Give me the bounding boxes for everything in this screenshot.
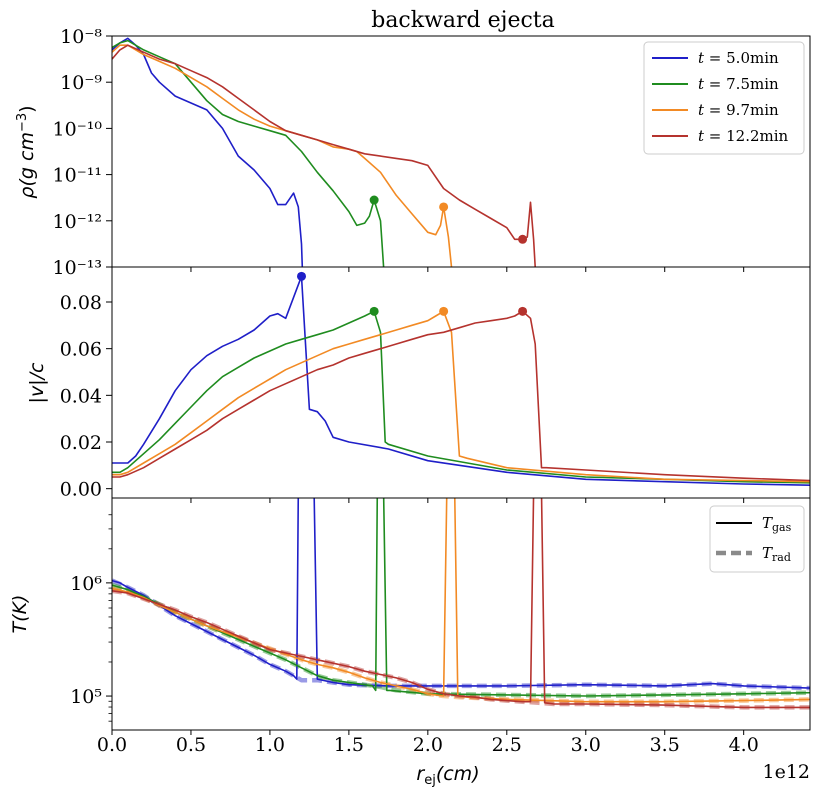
temperature-legend: Tgas Trad [709,505,805,573]
velocity-panel: 0.00 0.02 0.04 0.06 0.08 [60,266,811,503]
density-line-t-12-2min [112,44,537,267]
velocity-marker-t-7-5min [369,306,379,316]
density-line-t-7-5min [112,39,385,267]
x-tick-label: 3.0 [571,734,601,756]
velocity-line-t-5-0min [112,275,810,486]
density-y-tick-label: 10⁻¹¹ [53,165,102,187]
density-y-tick-label: 10⁻⁹ [60,72,102,94]
velocity-axis-label: |v|/c [26,362,48,403]
trad-line-t-7-5min [112,582,810,699]
trad-line-t-5-0min [112,578,810,691]
legend-label-gas: Tgas [762,514,792,534]
x-tick-label: 2.0 [413,734,443,756]
density-y-tick-label: 10⁻¹⁰ [53,118,103,140]
density-y-tick-label: 10⁻⁸ [60,26,102,48]
temperature-y-tick-label: 10⁵ [70,686,102,708]
temperature-axis-label: T(K) [9,595,31,634]
legend-label-t4: t = 12.2min [698,127,789,145]
velocity-marker-t-5-0min [297,271,307,281]
density-legend-box [643,41,805,155]
legend-label-t2: t = 7.5min [698,75,779,93]
velocity-marker-t-9-7min [439,306,449,316]
density-marker-t-7-5min [369,195,379,205]
density-y-tick-label: 10⁻¹² [53,211,102,233]
x-offset-label: 1e12 [762,761,810,783]
legend-label-t1: t = 5.0min [698,49,779,67]
x-tick-label: 4.0 [729,734,759,756]
temperature-panel: 10⁵ 10⁶ [70,497,811,735]
chart-title: backward ejecta [371,8,555,33]
trad-line-t-12-2min [112,588,810,710]
velocity-y-tick-label: 0.04 [60,385,102,407]
legend-label-rad: Trad [762,544,791,564]
x-axis-label: rej(cm) [416,763,479,788]
x-tick-label: 1.0 [255,734,285,756]
tgas-line-t-12-2min [112,498,810,709]
velocity-marker-t-12-2min [518,306,528,316]
tgas-line-t-9-7min [112,498,810,703]
tgas-line-t-7-5min [112,498,810,697]
density-marker-t-12-2min [518,234,528,244]
density-panel: 10⁻¹³ 10⁻¹² 10⁻¹¹ 10⁻¹⁰ 10⁻⁹ 10⁻⁸ [53,26,811,279]
velocity-y-tick-label: 0.02 [60,432,102,454]
velocity-y-tick-label: 0.08 [60,292,102,314]
velocity-line-t-9-7min [112,310,810,483]
x-tick-label: 3.5 [650,734,680,756]
velocity-y-tick-label: 0.06 [60,339,102,361]
density-axis-label: ρ(g cm−3) [15,105,38,198]
x-tick-label: 2.5 [492,734,522,756]
velocity-line-t-12-2min [112,310,810,482]
x-tick-label: 1.5 [334,734,364,756]
density-y-tick-label: 10⁻¹³ [53,257,102,279]
tgas-line-t-5-0min [112,498,810,689]
legend-label-t3: t = 9.7min [698,101,779,119]
density-marker-t-9-7min [439,202,449,212]
temperature-panel-frame [111,497,811,731]
velocity-y-tick-label: 0.00 [60,479,102,501]
temperature-y-tick-label: 10⁶ [70,573,102,595]
velocity-line-t-7-5min [112,310,810,484]
x-tick-label: 0.5 [176,734,206,756]
density-line-t-9-7min [112,44,453,267]
density-legend: t = 5.0min t = 7.5min t = 9.7min t = 12.… [643,41,805,155]
density-line-t-5-0min [112,37,304,267]
x-tick-label: 0.0 [97,734,127,756]
